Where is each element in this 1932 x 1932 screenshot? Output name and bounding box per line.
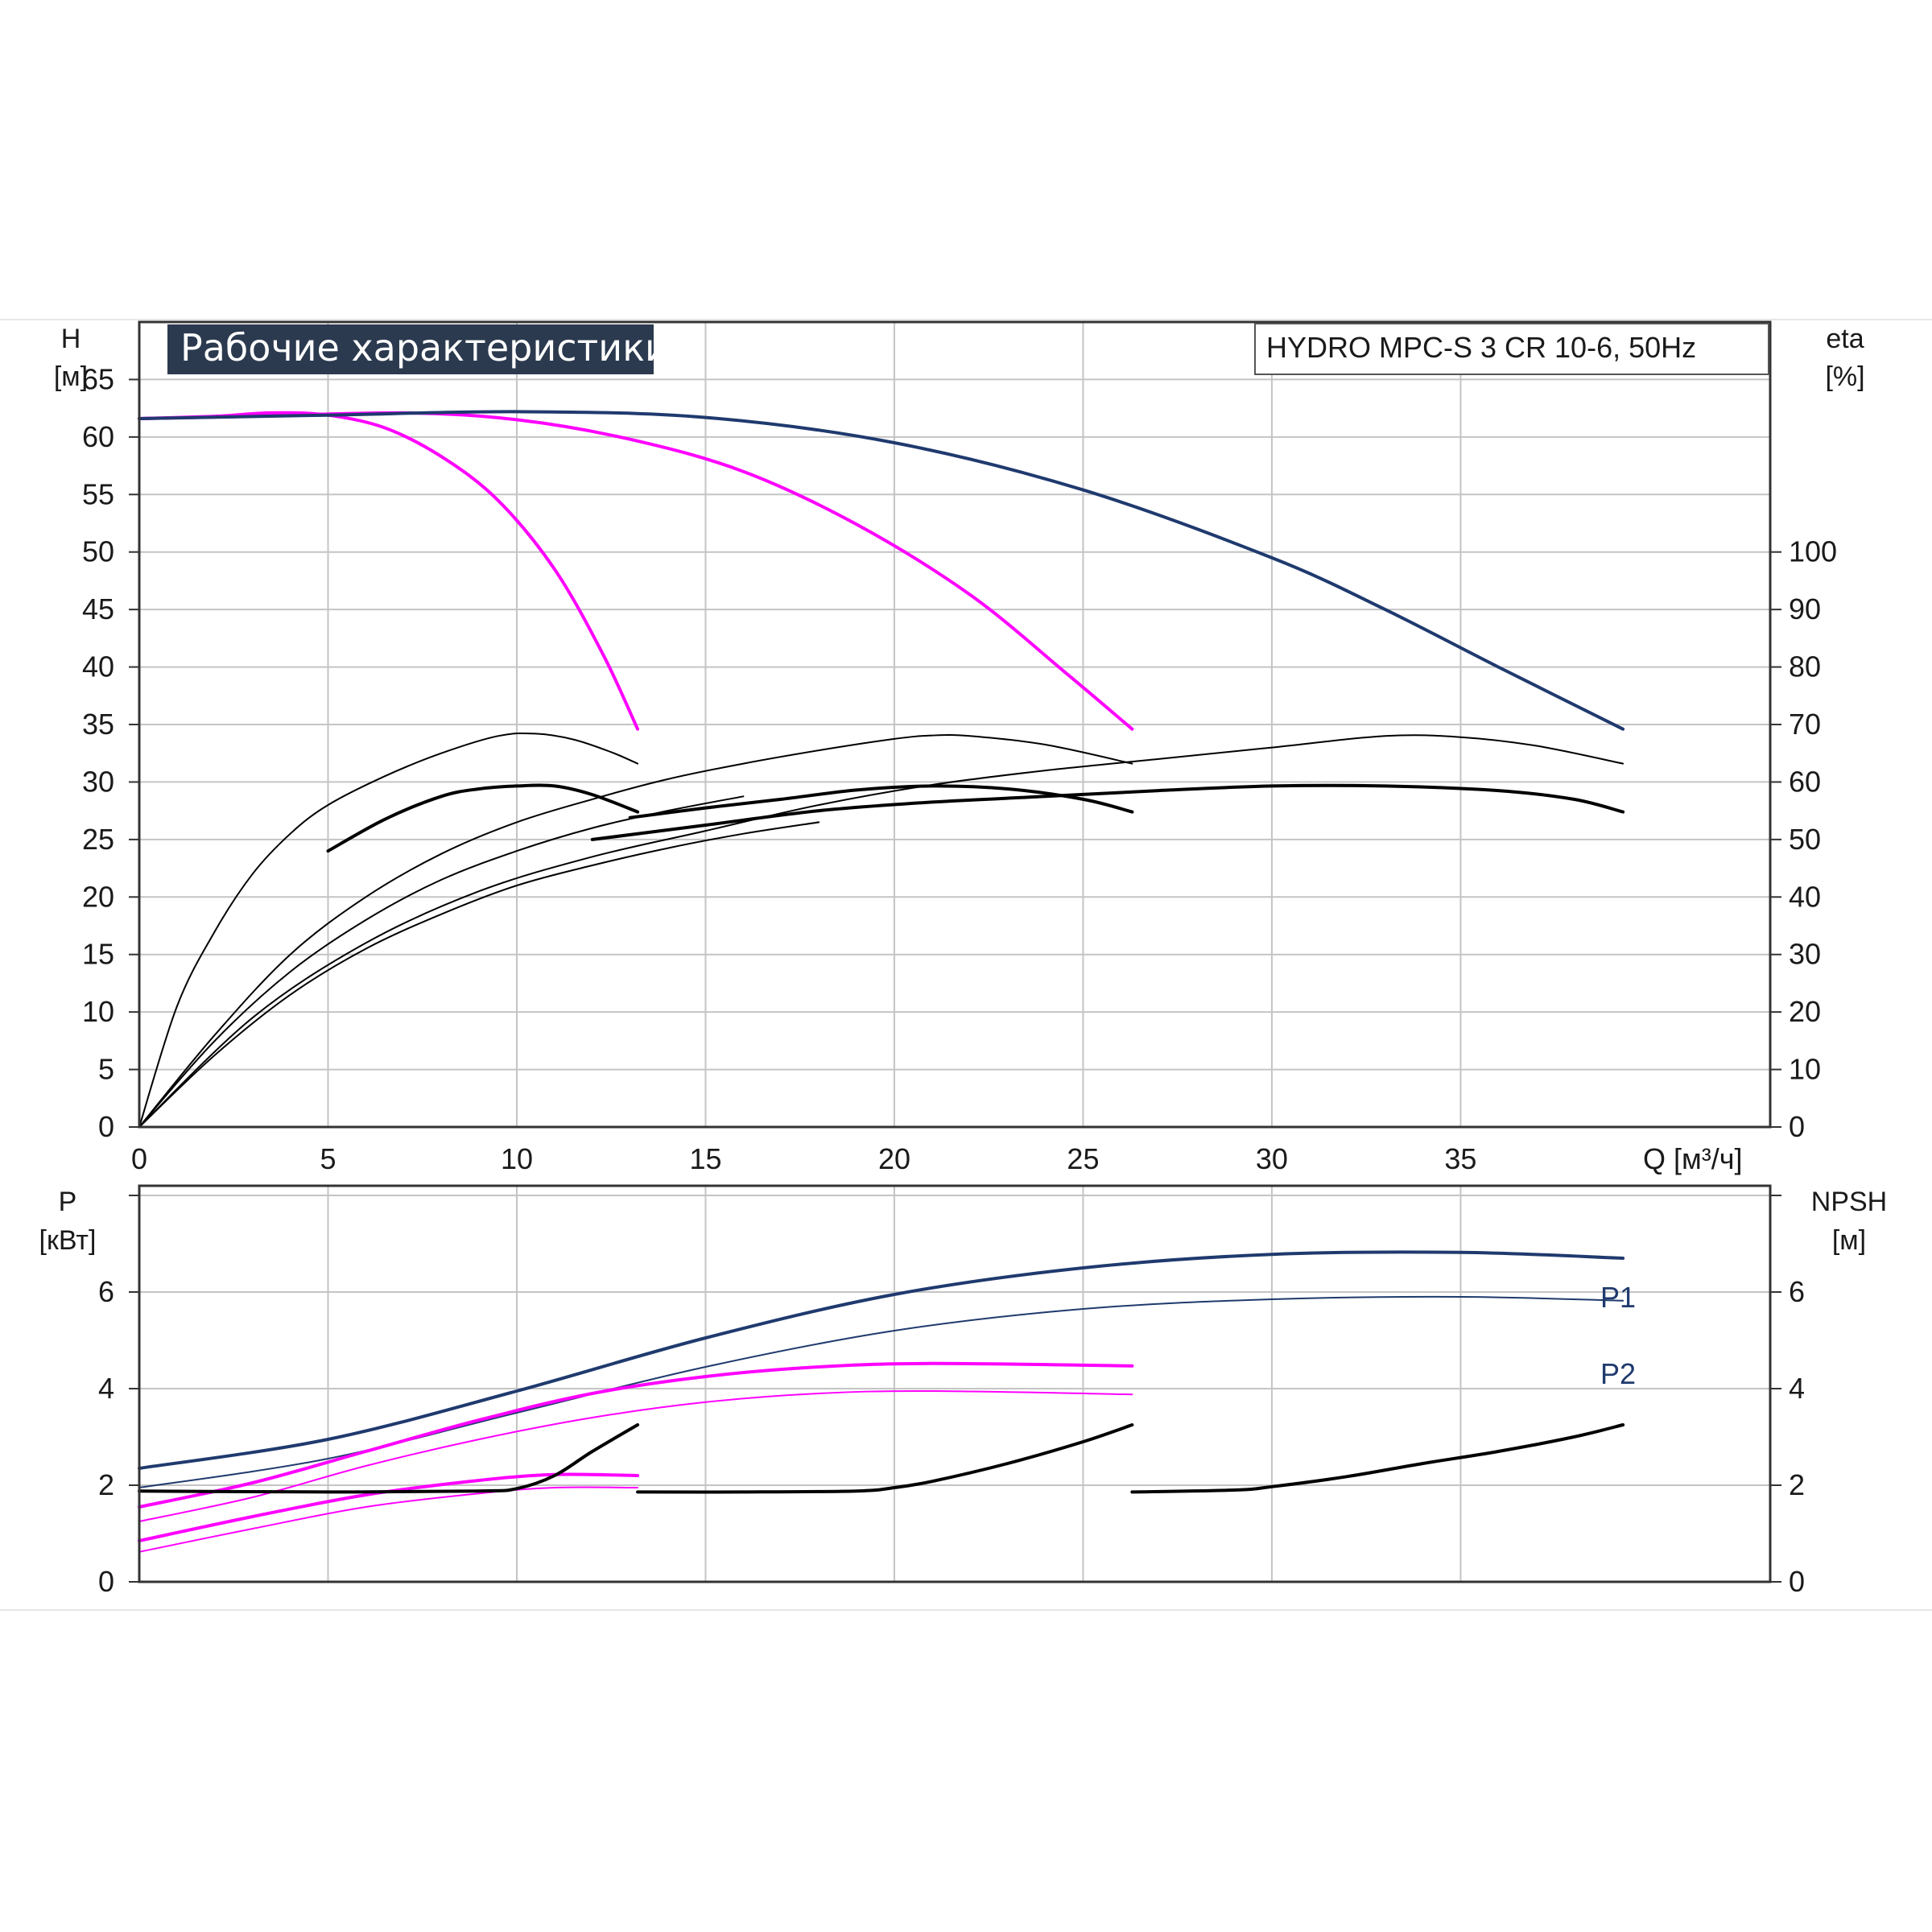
- head-tick-label: 25: [82, 823, 114, 856]
- eta-tick-label: 10: [1789, 1053, 1821, 1086]
- head-axis-symbol: H: [61, 324, 81, 354]
- power-tick-label: 2: [98, 1468, 114, 1501]
- power-curve: [138, 1486, 639, 1553]
- chart-title: Рабочие характеристики: [180, 326, 669, 369]
- head-curve: [138, 410, 1625, 731]
- chart-title-box: [167, 324, 654, 374]
- npsh-tick-label: 4: [1789, 1372, 1805, 1405]
- efficiency-curve: [138, 732, 639, 1128]
- q-tick-label: 5: [320, 1142, 336, 1175]
- head-tick-label: 40: [82, 650, 114, 683]
- head-tick-label: 65: [82, 362, 114, 395]
- eta-tick-label: 100: [1789, 535, 1837, 568]
- head-curve: [138, 411, 640, 731]
- q-tick-label: 20: [878, 1142, 910, 1175]
- npsh-tick-label: 2: [1789, 1468, 1805, 1501]
- efficiency-curve: [138, 734, 1624, 1128]
- q-tick-label: 25: [1067, 1142, 1099, 1175]
- npsh-tick-label: 0: [1789, 1565, 1805, 1598]
- efficiency-curve: [138, 795, 745, 1128]
- head-tick-label: 5: [98, 1053, 114, 1086]
- power-curve: [138, 1389, 1133, 1522]
- npsh-curve: [138, 1423, 640, 1494]
- p1-curve-label: P1: [1600, 1281, 1636, 1314]
- npsh-axis-symbol: NPSH: [1811, 1187, 1887, 1217]
- head-tick-label: 10: [82, 995, 114, 1028]
- head-tick-label: 50: [82, 535, 114, 568]
- power-curve: [138, 1472, 640, 1542]
- p2-curve-label: P2: [1600, 1357, 1636, 1390]
- eta-tick-label: 0: [1789, 1110, 1805, 1143]
- eta-tick-label: 60: [1789, 765, 1821, 798]
- bottom-grid: [138, 1186, 1770, 1582]
- npsh-axis-unit: [м]: [1832, 1225, 1866, 1256]
- top-grid: [138, 322, 1770, 1127]
- power-axis-symbol: P: [59, 1187, 77, 1217]
- eta-tick-label: 40: [1789, 880, 1821, 913]
- npsh-curve: [1130, 1423, 1625, 1494]
- p1-power-curve: [138, 1250, 1625, 1470]
- q-tick-label: 35: [1444, 1142, 1476, 1175]
- head-tick-label: 35: [82, 708, 114, 741]
- q-axis-label: Q [м³/ч]: [1643, 1142, 1743, 1175]
- eta-axis-symbol: eta: [1826, 324, 1864, 354]
- q-tick-label: 0: [131, 1142, 147, 1175]
- eta-axis-ticks: 0 10 20 30 40 50 60 70 80 90 100: [1770, 535, 1837, 1143]
- head-axis-ticks: 0 5 10 15 20 25 30 35 40 45 50 55 60 65: [82, 362, 139, 1143]
- head-tick-label: 55: [82, 477, 114, 510]
- npsh-axis-ticks: 0 2 4 6: [1770, 1195, 1805, 1598]
- npsh-tick-label: 6: [1789, 1275, 1805, 1308]
- head-axis-unit: [м]: [54, 361, 88, 392]
- bottom-plot-frame: [138, 1184, 1772, 1583]
- eta-tick-label: 90: [1789, 592, 1821, 625]
- eta-tick-label: 50: [1789, 823, 1821, 856]
- head-tick-label: 60: [82, 420, 114, 453]
- efficiency-curve: [590, 783, 1625, 841]
- eta-tick-label: 30: [1789, 938, 1821, 971]
- q-axis-ticks: 0 5 10 15 20 25 30 35: [131, 1142, 1476, 1175]
- head-tick-label: 45: [82, 592, 114, 625]
- head-tick-label: 0: [98, 1110, 114, 1143]
- head-tick-label: 15: [82, 938, 114, 971]
- bottom-curves: [138, 1250, 1625, 1553]
- power-tick-label: 0: [98, 1565, 114, 1598]
- npsh-curve: [636, 1423, 1134, 1494]
- head-tick-label: 20: [82, 880, 114, 913]
- power-axis-unit: [кВт]: [39, 1225, 97, 1256]
- power-npsh-panel: 0 2 4 6 0 2 4 6 P [кВт] NPSH [м] P1 P2: [39, 1184, 1887, 1598]
- efficiency-curve: [138, 734, 1133, 1128]
- eta-tick-label: 70: [1789, 708, 1821, 741]
- top-curves: [138, 410, 1625, 1128]
- efficiency-curve: [138, 821, 820, 1128]
- power-curve: [138, 1361, 1134, 1509]
- model-label: HYDRO MPC-S 3 CR 10-6, 50Hz: [1266, 331, 1696, 364]
- q-tick-label: 15: [689, 1142, 721, 1175]
- eta-tick-label: 80: [1789, 650, 1821, 683]
- model-label-box: [1254, 323, 1769, 375]
- power-tick-label: 6: [98, 1275, 114, 1308]
- power-tick-label: 4: [98, 1372, 114, 1405]
- q-tick-label: 30: [1256, 1142, 1288, 1175]
- eta-axis-unit: [%]: [1825, 361, 1864, 392]
- head-tick-label: 30: [82, 765, 114, 798]
- eta-tick-label: 20: [1789, 995, 1821, 1028]
- efficiency-curve: [326, 783, 640, 853]
- q-tick-label: 10: [501, 1142, 533, 1175]
- power-axis-ticks: 0 2 4 6: [98, 1195, 139, 1598]
